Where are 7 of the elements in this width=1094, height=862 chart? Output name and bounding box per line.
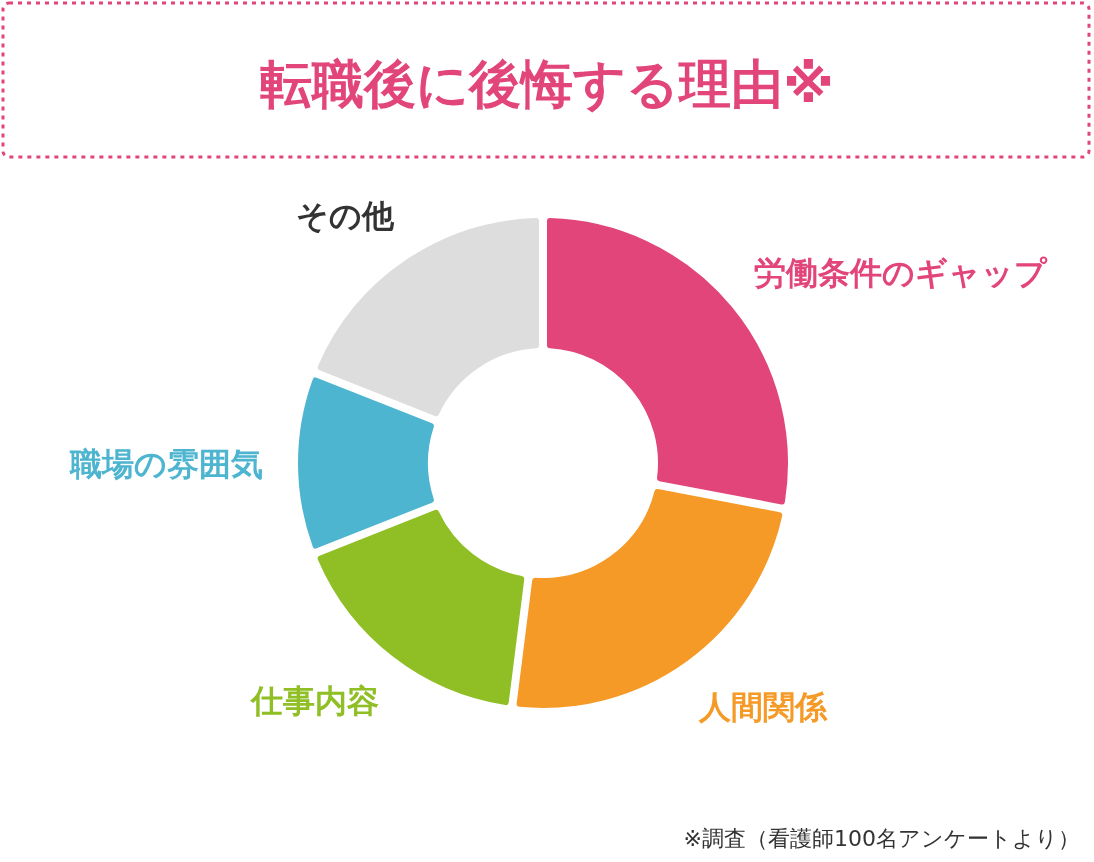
text: ※調査（看護師100名アンケートより） [683, 826, 1080, 851]
slice-label: 労働条件のギャップ [754, 253, 1049, 292]
slice-label: 仕事内容 [249, 682, 380, 721]
chart-title: 転職後に後悔する理由※ [260, 54, 834, 114]
slice-label: その他 [296, 196, 396, 235]
slice-label: 職場の雰囲気 [69, 445, 263, 483]
slice-label: 人間関係 [698, 687, 829, 726]
